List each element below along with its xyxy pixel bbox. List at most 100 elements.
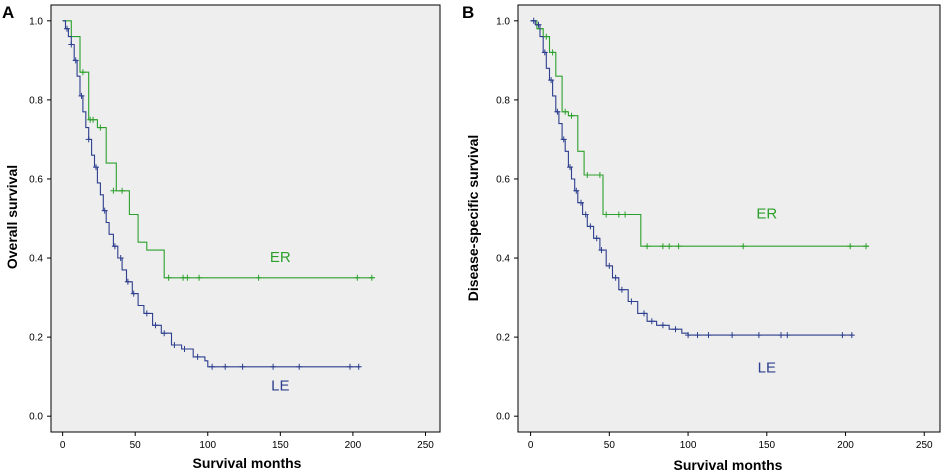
- panel-b-er-censor-mark-6: [596, 172, 603, 178]
- panel-b-le-censor-mark-27: [784, 332, 791, 339]
- panel-b-le-censor-mark-23: [705, 332, 712, 339]
- panel-a-x-tick-label-5: 250: [417, 440, 434, 451]
- panel-a-er-curve: [62, 20, 375, 279]
- panel-a: A Overall survival Survival months 0 50 10…: [2, 3, 441, 471]
- panel-b-le-censor-mark-0: [530, 17, 537, 24]
- panel-b-le-censor-mark-14: [612, 274, 619, 281]
- panel-b-y-tick-label-4: 0.8: [496, 95, 510, 106]
- panel-b-le-censor-mark-18: [648, 318, 655, 325]
- panel-a-er-censor-mark-3: [97, 124, 104, 131]
- panel-a-le-censor-mark-4: [85, 136, 92, 143]
- panel-b-le-censor-mark-16: [628, 298, 635, 305]
- panel-a-le-censor-mark-12: [152, 322, 159, 329]
- panel-b-le-censor-mark-5: [560, 136, 567, 143]
- panel-a-x-tick-label-2: 100: [199, 440, 216, 451]
- panel-a-x-axis-title: Survival months: [193, 455, 302, 471]
- panel-b-y-axis-title: Disease-specific survival: [465, 135, 481, 302]
- panel-a-y-tick-label-2: 0.4: [29, 254, 43, 265]
- panel-a-er-censor-mark-5: [119, 187, 126, 194]
- panel-a-ticks: 0 50 100 150 200 250 0.0 0.2 0.4 0.6 0.8 1.0: [29, 16, 434, 451]
- panel-b-le-censor-mark-7: [573, 187, 580, 194]
- panel-b: B Disease-specific survival Survival mon…: [462, 3, 941, 473]
- panel-a-y-tick-label-0: 0.0: [29, 412, 43, 423]
- panel-a-le-censor-mark-16: [194, 353, 201, 360]
- panel-a-le-censor-mark-19: [239, 363, 246, 370]
- panel-a-le-censor-mark-15: [181, 346, 188, 352]
- panel-b-le-censor-mark-11: [593, 235, 600, 242]
- panel-b-le-censor-mark-20: [672, 326, 679, 333]
- panel-a-letter: A: [2, 3, 14, 22]
- panel-a-plot-area: [50, 4, 441, 433]
- panel-b-x-tick-label-2: 100: [680, 440, 697, 451]
- panel-b-er-censor-mark-10: [644, 243, 651, 250]
- panel-b-le-censor-mark-13: [606, 262, 613, 269]
- panel-b-er-censor-mark-5: [584, 172, 591, 178]
- panel-b-er-censor-mark-12: [666, 243, 673, 250]
- panel-b-le-censor-mark-25: [755, 332, 762, 339]
- panel-b-group-labels: ER LE: [756, 206, 777, 377]
- panel-b-ticks: 0 50 100 150 200 250 0.0 0.2 0.4 0.6 0.8 1.0: [496, 16, 933, 451]
- panel-a-le-censor-mark-2: [72, 57, 79, 64]
- panel-b-le-censor-mark-2: [541, 49, 548, 56]
- panel-a-y-tick-label-4: 0.8: [29, 95, 43, 106]
- panel-a-le-censor-mark-18: [222, 363, 229, 370]
- panel-a-er-censor-mark-2: [90, 116, 97, 123]
- panel-b-er-censor-mark-16: [863, 243, 869, 250]
- panel-a-y-tick-label-5: 1.0: [29, 16, 43, 27]
- panel-a-le-curve: [62, 20, 361, 368]
- panel-a-er-censor-mark-12: [368, 274, 375, 281]
- panel-a-le-censor-mark-5: [93, 164, 99, 171]
- panel-b-y-tick-label-3: 0.6: [496, 174, 510, 185]
- panel-a-er-censor-mark-9: [196, 274, 203, 281]
- panel-a-le-label: LE: [271, 377, 289, 394]
- panel-a-le-censor-mark-8: [117, 255, 124, 261]
- panel-b-le-censor-mark-4: [554, 108, 561, 115]
- panel-a-le-censor-mark-1: [68, 41, 75, 48]
- panel-a-y-tick-label-3: 0.6: [29, 174, 43, 185]
- panel-b-er-censor-mark-1: [543, 33, 550, 40]
- panel-a-x-tick-label-4: 200: [345, 440, 362, 451]
- panel-b-x-axis-title: Survival months: [674, 457, 783, 473]
- panel-a-le-censor-mark-11: [143, 310, 150, 317]
- panel-b-er-censor-mark-14: [740, 243, 747, 250]
- panel-b-le-censor-mark-22: [694, 332, 701, 339]
- panel-b-curves: [530, 17, 870, 339]
- panel-b-er-censor-mark-2: [549, 49, 556, 56]
- panel-b-le-censor-mark-6: [567, 164, 573, 171]
- panel-a-x-tick-label-3: 150: [272, 440, 289, 451]
- panel-b-le-censor-mark-12: [598, 247, 605, 254]
- panel-b-y-tick-label-1: 0.2: [496, 333, 510, 344]
- panel-a-y-axis-title: Overall survival: [4, 165, 20, 269]
- panel-a-le-censor-mark-13: [161, 330, 168, 337]
- panel-b-er-censor-mark-4: [568, 112, 575, 119]
- panel-a-le-censor-mark-0: [64, 25, 70, 32]
- panel-b-le-censor-mark-17: [641, 310, 647, 317]
- panel-b-letter: B: [462, 3, 474, 22]
- panel-a-le-censor-mark-14: [171, 342, 178, 348]
- panel-b-le-censor-mark-19: [659, 322, 666, 329]
- panel-b-le-censor-mark-24: [729, 332, 736, 339]
- panel-a-er-censor-mark-10: [255, 274, 262, 281]
- panel-a-le-censor-mark-6: [101, 207, 108, 214]
- panel-b-x-tick-label-5: 250: [916, 440, 933, 451]
- panel-b-er-censor-mark-3: [562, 108, 569, 115]
- panel-b-le-censor-mark-26: [778, 332, 784, 339]
- panel-a-le-censor-mark-23: [355, 363, 362, 370]
- panel-b-le-censor-mark-29: [848, 332, 855, 339]
- panel-b-x-tick-label-3: 150: [758, 440, 775, 451]
- panel-b-le-censor-mark-9: [582, 211, 589, 218]
- panel-b-er-censor-mark-15: [847, 243, 854, 250]
- panel-b-le-censor-mark-15: [618, 286, 625, 293]
- panel-a-y-tick-label-1: 0.2: [29, 333, 43, 344]
- panel-a-x-tick-label-0: 0: [60, 440, 66, 451]
- panel-a-le-censor-mark-7: [111, 243, 118, 250]
- panel-b-er-censor-mark-9: [622, 211, 629, 218]
- panel-a-er-censor-mark-8: [184, 274, 191, 281]
- panel-b-le-censor-mark-3: [548, 77, 555, 84]
- panel-b-le-censor-mark-1: [535, 21, 542, 28]
- panel-a-le-censor-mark-22: [347, 363, 353, 370]
- panel-b-x-tick-label-0: 0: [528, 440, 534, 451]
- panel-a-er-label: ER: [270, 249, 291, 266]
- panel-b-x-tick-label-1: 50: [604, 440, 616, 451]
